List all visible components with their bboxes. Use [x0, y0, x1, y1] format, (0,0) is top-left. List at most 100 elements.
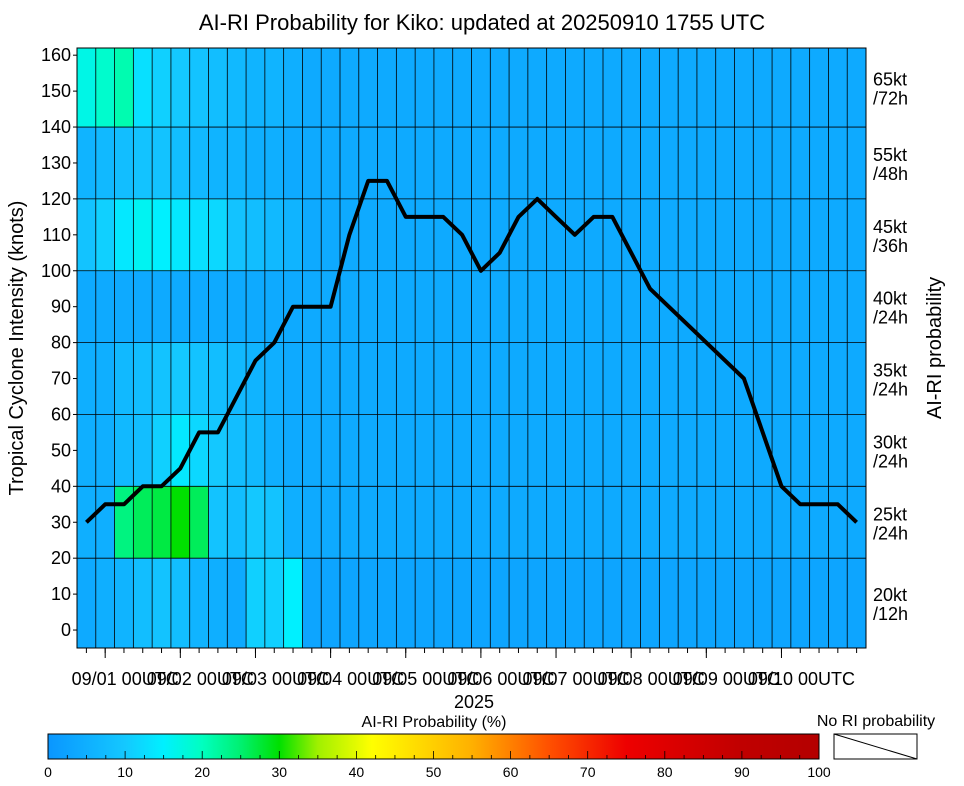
heatmap-cell: [114, 414, 134, 487]
band-label-rate: 40kt: [873, 289, 907, 309]
heatmap-cell: [809, 414, 829, 487]
heatmap-cell: [302, 486, 322, 559]
heatmap-cell: [95, 48, 115, 128]
heatmap-cell: [396, 127, 416, 199]
heatmap-cell: [152, 414, 172, 487]
heatmap-cell: [170, 486, 191, 559]
heatmap-cell: [227, 198, 247, 271]
heatmap-cell: [133, 48, 153, 128]
heatmap-cell: [227, 270, 247, 343]
heatmap-cell: [358, 486, 378, 559]
heatmap-cell: [772, 486, 792, 559]
heatmap-cell: [584, 342, 604, 415]
heatmap-cell: [753, 127, 773, 199]
heatmap-cell: [415, 486, 435, 559]
heatmap-cell: [77, 127, 97, 199]
heatmap-cell: [189, 48, 209, 128]
heatmap-cell: [584, 558, 604, 648]
heatmap-cell: [696, 414, 717, 487]
heatmap-cell: [659, 198, 679, 271]
colorbar-tick-label: 70: [580, 764, 596, 780]
colorbar-tick-label: 0: [44, 764, 52, 780]
heatmap-cell: [734, 414, 754, 487]
y-axis-label: Tropical Cyclone Intensity (knots): [6, 201, 28, 496]
heatmap-cell: [809, 342, 829, 415]
heatmap-cell: [415, 342, 435, 415]
heatmap-cell: [509, 558, 529, 648]
heatmap-cell: [659, 342, 679, 415]
heatmap-cell: [527, 48, 548, 128]
heatmap-cell: [809, 198, 829, 271]
heatmap-cell: [809, 48, 829, 128]
heatmap-cell: [189, 486, 209, 559]
heatmap-cell: [358, 270, 378, 343]
heatmap-cell: [170, 270, 191, 343]
band-label: 25kt/24h: [873, 504, 908, 543]
heatmap-cell: [471, 270, 491, 343]
heatmap-cell: [152, 486, 172, 559]
heatmap-cell: [208, 270, 228, 343]
heatmap-cell: [283, 198, 303, 271]
band-label: 35kt/24h: [873, 361, 908, 400]
heatmap-cell: [189, 558, 209, 648]
heatmap-cell: [264, 198, 285, 271]
heatmap-cell: [415, 127, 435, 199]
heatmap-cell: [452, 486, 472, 559]
heatmap-cell: [208, 48, 228, 128]
heatmap-cell: [509, 486, 529, 559]
heatmap-cell: [527, 486, 548, 559]
heatmap-cell: [283, 486, 303, 559]
heatmap-cell: [246, 270, 266, 343]
heatmap-cell: [772, 342, 792, 415]
heatmap-cell: [358, 127, 378, 199]
heatmap-cell: [321, 198, 341, 271]
heatmap-cell: [790, 558, 811, 648]
heatmap-cell: [396, 558, 416, 648]
heatmap-cell: [189, 342, 209, 415]
heatmap-cell: [302, 198, 322, 271]
heatmap-cell: [114, 270, 134, 343]
heatmap-cell: [659, 486, 679, 559]
heatmap-cell: [584, 270, 604, 343]
x-tick-label: 09/01 00UTC: [72, 669, 179, 689]
heatmap-cell: [377, 198, 397, 271]
heatmap-cell: [490, 558, 510, 648]
heatmap-cell: [546, 127, 566, 199]
heatmap-cell: [828, 486, 848, 559]
heatmap-cell: [847, 198, 867, 271]
heatmap-cell: [452, 414, 472, 487]
grid-lines: [77, 48, 866, 648]
heatmap-cell: [828, 558, 848, 648]
heatmap-cell: [302, 414, 322, 487]
heatmap-cell: [471, 198, 491, 271]
heatmap-cell: [527, 127, 548, 199]
heatmap-cell: [377, 486, 397, 559]
heatmap-cell: [734, 48, 754, 128]
heatmap-cell: [790, 127, 811, 199]
heatmap-cell: [227, 127, 247, 199]
x-tick-label: 09/02 00UTC: [147, 669, 254, 689]
heatmap-cell: [95, 558, 115, 648]
no-ri-swatch-diagonal: [833, 733, 918, 760]
heatmap-cell: [715, 342, 735, 415]
heatmap-cell: [715, 414, 735, 487]
heatmap-cell: [509, 342, 529, 415]
heatmap-cell: [283, 127, 303, 199]
band-label-period: /24h: [873, 308, 908, 328]
heatmap-cell: [170, 127, 191, 199]
heatmap-cell: [696, 127, 717, 199]
heatmap-cell: [114, 342, 134, 415]
heatmap-cell: [452, 48, 472, 128]
heatmap-cell: [433, 127, 454, 199]
y-tick-label: 120: [41, 189, 71, 209]
heatmap-cell: [77, 48, 97, 128]
y-tick-label: 140: [41, 117, 71, 137]
heatmap-cell: [490, 48, 510, 128]
heatmap-cell: [433, 48, 454, 128]
heatmap-cell: [847, 270, 867, 343]
heatmap-cell: [246, 558, 266, 648]
heatmap-cell: [772, 270, 792, 343]
heatmap-cell: [114, 558, 134, 648]
x-tick-label: 09/09 00UTC: [673, 669, 780, 689]
band-label-period: /24h: [873, 451, 908, 471]
